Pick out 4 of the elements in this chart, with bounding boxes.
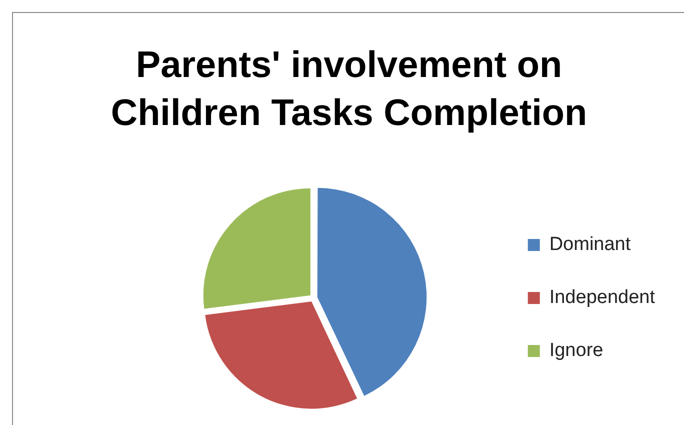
legend-label: Independent — [549, 287, 656, 308]
chart-title: Parents' involvement on Children Tasks Completion — [110, 43, 588, 135]
legend-label: Ignore — [549, 340, 604, 362]
legend-label: Dominant — [549, 234, 632, 256]
